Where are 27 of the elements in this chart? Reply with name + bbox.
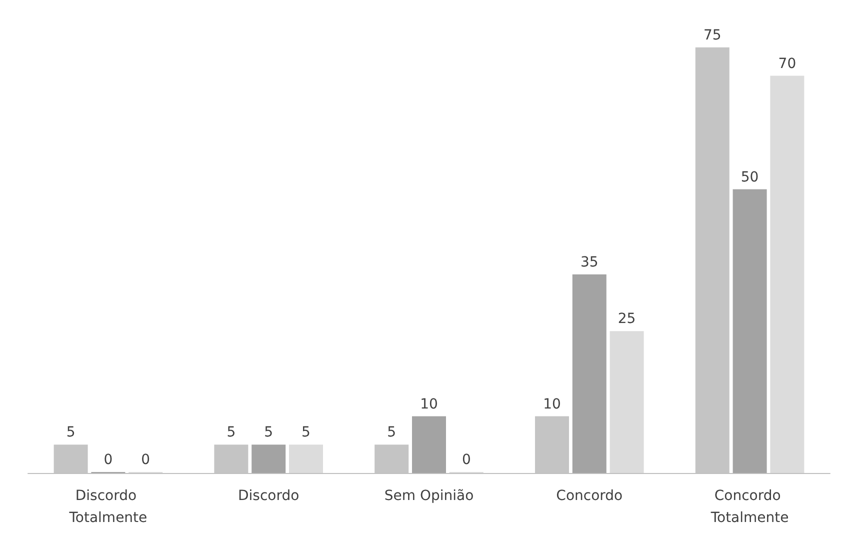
data-label: 5: [226, 424, 236, 441]
data-label: 5: [264, 424, 274, 441]
data-label: 25: [618, 311, 636, 328]
data-label: 35: [580, 254, 598, 270]
x-tick-label: Sem Opinião: [384, 488, 474, 504]
bar: [252, 444, 286, 473]
data-label: 0: [141, 452, 150, 468]
data-label: 70: [778, 56, 796, 72]
x-tick-label: Discordo: [238, 488, 300, 504]
x-tick-label: Concordo: [556, 488, 623, 504]
data-label: 5: [66, 424, 76, 441]
data-label: 5: [387, 424, 396, 441]
data-label: 10: [420, 396, 438, 412]
data-label: 75: [703, 27, 722, 44]
bar: [412, 416, 446, 473]
data-label: 0: [104, 452, 113, 468]
bar: [572, 274, 606, 473]
bar: [610, 331, 644, 473]
data-label: 10: [543, 396, 561, 412]
bar: [770, 76, 804, 473]
bar: [289, 444, 323, 473]
data-label: 5: [302, 424, 310, 441]
x-tick-label: Concordo Totalmente: [710, 488, 789, 526]
x-tick-label: Discordo Totalmente: [68, 488, 148, 526]
data-label: 0: [462, 452, 471, 468]
bar: [732, 189, 767, 473]
data-label: 50: [740, 169, 759, 186]
